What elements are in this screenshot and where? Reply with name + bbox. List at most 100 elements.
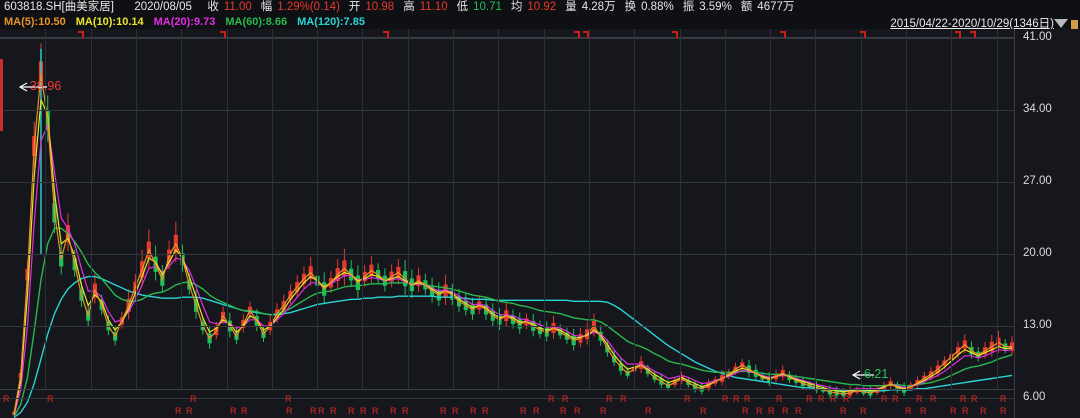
quote-field-value-3: 11.10	[419, 1, 448, 13]
rights-marker-r2-18: R	[533, 406, 540, 416]
quote-field-value-2: 10.98	[365, 1, 395, 13]
rights-marker-r2-36: R	[1000, 406, 1007, 416]
rights-marker-r1-21: R	[960, 394, 967, 404]
rights-marker-r1-18: R	[892, 394, 899, 404]
quote-field-value-7: 0.88%	[641, 1, 674, 13]
rights-marker-r1-14: R	[818, 394, 825, 404]
y-axis-tick-2: 27.00	[1023, 175, 1052, 187]
rights-marker-r1-3: R	[285, 394, 292, 404]
gridline-v-13	[589, 29, 590, 389]
rights-marker-r2-31: R	[905, 406, 912, 416]
gridline-h-4	[0, 326, 1014, 327]
ma-legend-row: MA(5):10.50 MA(10):10.14 MA(20):9.73 MA(60)…	[4, 15, 375, 29]
y-axis-tick-0: 41.00	[1023, 31, 1052, 43]
rights-marker-r2-13: R	[440, 406, 447, 416]
rights-marker-r2-23: R	[700, 406, 707, 416]
quote-date: 2020/08/05	[134, 1, 192, 13]
ma-legend-0[interactable]: MA(5):10.50	[4, 16, 66, 28]
rights-marker-r2-8: R	[348, 406, 355, 416]
quote-field-value-8: 3.59%	[699, 1, 732, 13]
rights-marker-r2-29: R	[840, 406, 847, 416]
rights-marker-r2-10: R	[372, 406, 379, 416]
rights-marker-r1-2: R	[190, 394, 197, 404]
ma-line-MA10	[13, 99, 1013, 415]
gridline-v-21	[951, 29, 952, 389]
quote-field-label-9: 额	[740, 1, 753, 13]
gridline-v-20	[906, 29, 907, 389]
rights-marker-r2-0: R	[175, 406, 182, 416]
gridline-v-18	[815, 29, 816, 389]
gridline-v-17	[770, 29, 771, 389]
rights-marker-r2-17: R	[520, 406, 527, 416]
quote-field-label-3: 高	[403, 1, 415, 13]
y-axis-tick-1: 34.00	[1023, 103, 1052, 115]
rights-marker-r1-16: R	[843, 394, 850, 404]
top-event-marker-8	[955, 31, 961, 38]
y-axis-tick-5: 6.00	[1023, 391, 1046, 403]
rights-marker-r1-5: R	[562, 394, 569, 404]
quote-summary-row: 603818.SH[曲美家居] 2020/08/05 收 11.00 幅 1.29%(…	[4, 0, 803, 15]
price-series-svg	[11, 43, 1014, 418]
ma-line-MA120	[13, 275, 1013, 418]
chart-header: 603818.SH[曲美家居] 2020/08/05 收 11.00 幅 1.29%(…	[0, 0, 1080, 31]
gridline-v-12	[544, 29, 545, 389]
candlestick-bars	[11, 43, 1014, 417]
quote-field-label-8: 振	[682, 1, 695, 13]
gridline-v-14	[634, 29, 635, 389]
top-event-marker-7	[860, 31, 866, 38]
gridline-v-3	[136, 29, 137, 389]
gridline-v-7	[317, 29, 318, 389]
gridline-h-3	[0, 254, 1014, 255]
rights-marker-r1-19: R	[916, 394, 923, 404]
plot-top-border	[0, 37, 1014, 38]
symbol-label: 603818.SH[曲美家居]	[4, 1, 114, 13]
rights-marker-r2-24: R	[742, 406, 749, 416]
quote-field-value-0: 11.00	[223, 1, 252, 13]
gridline-v-11	[498, 29, 499, 389]
high-annotation-arrow	[18, 82, 47, 92]
rights-marker-r1-15: R	[830, 394, 837, 404]
ma-legend-4[interactable]: MA(120):7.85	[297, 16, 365, 28]
rights-marker-r2-9: R	[360, 406, 367, 416]
ma-legend-1[interactable]: MA(10):10.14	[75, 16, 144, 28]
rights-marker-r2-32: R	[920, 406, 927, 416]
chevron-down-icon[interactable]	[1054, 19, 1068, 28]
quote-field-label-7: 换	[624, 1, 637, 13]
quote-field-value-6: 4.28万	[581, 1, 616, 13]
rights-marker-r2-5: R	[310, 406, 317, 416]
rights-marker-r2-16: R	[482, 406, 489, 416]
quote-field-label-5: 均	[510, 1, 523, 13]
rights-marker-r2-14: R	[452, 406, 459, 416]
ma-legend-2[interactable]: MA(20):9.73	[153, 16, 216, 28]
ma-legend-3[interactable]: MA(60):8.66	[225, 16, 288, 28]
top-event-marker-4	[583, 31, 589, 38]
quote-field-value-4: 10.71	[473, 1, 502, 13]
gridline-v-15	[680, 29, 681, 389]
ma-line-MA5	[13, 73, 1012, 414]
gridline-v-8	[362, 29, 363, 389]
y-axis-tick-3: 20.00	[1023, 247, 1052, 259]
quote-field-label-0: 收	[207, 1, 219, 13]
gridline-v-16	[725, 29, 726, 389]
low-price-annotation: 6.21	[864, 367, 889, 381]
rights-marker-r2-15: R	[470, 406, 477, 416]
gridline-v-22	[997, 29, 998, 389]
top-event-marker-0	[78, 31, 84, 38]
quote-field-label-6: 量	[565, 1, 577, 13]
top-event-marker-9	[970, 31, 976, 38]
rights-marker-r2-34: R	[962, 406, 969, 416]
rights-marker-r2-11: R	[390, 406, 397, 416]
rights-marker-r1-0: R	[3, 394, 10, 404]
gridline-v-2	[91, 29, 92, 389]
date-range-selector[interactable]: 2015/04/22-2020/10/29(1346日)	[890, 18, 1054, 30]
rights-marker-r2-6: R	[318, 406, 325, 416]
top-event-marker-6	[780, 31, 786, 38]
gridline-v-9	[408, 29, 409, 389]
quote-field-label-4: 低	[456, 1, 469, 13]
top-event-marker-2	[383, 31, 389, 38]
rights-marker-r2-22: R	[645, 406, 652, 416]
